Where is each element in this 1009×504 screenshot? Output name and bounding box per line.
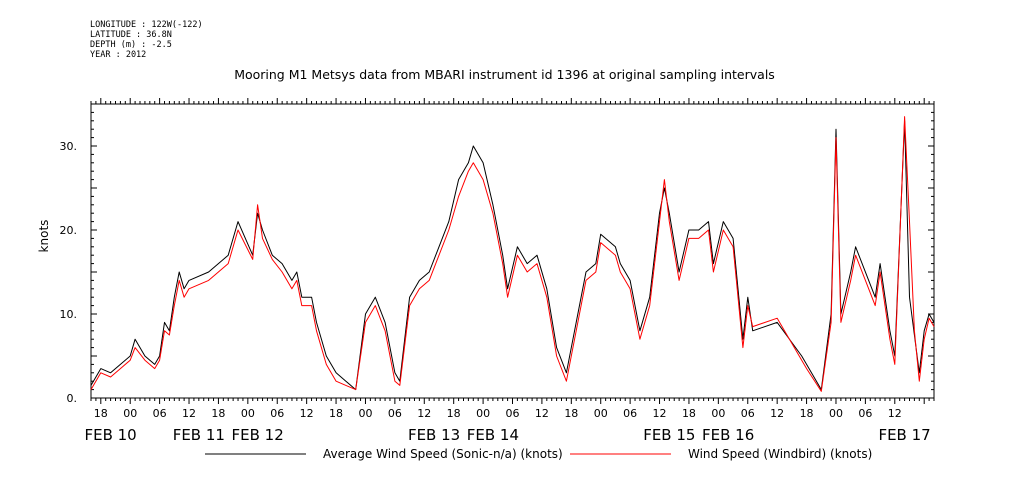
y-axis-label: knots bbox=[37, 220, 51, 253]
y-tick-label: 30. bbox=[60, 140, 78, 153]
x-hour-label: 18 bbox=[800, 407, 814, 420]
x-hour-label: 00 bbox=[711, 407, 725, 420]
x-hour-label: 12 bbox=[535, 407, 549, 420]
year-label: YEAR : 2012 bbox=[90, 50, 147, 60]
x-hour-label: 12 bbox=[888, 407, 902, 420]
x-hour-label: 00 bbox=[241, 407, 255, 420]
x-hour-label: 06 bbox=[623, 407, 637, 420]
x-hour-label: 18 bbox=[94, 407, 108, 420]
chart-title: Mooring M1 Metsys data from MBARI instru… bbox=[234, 67, 775, 82]
y-tick-label: 0. bbox=[67, 392, 78, 405]
x-date-label: FEB 16 bbox=[702, 426, 754, 444]
x-hour-label: 06 bbox=[506, 407, 520, 420]
series-line-windbird-wind-speed bbox=[90, 116, 935, 392]
x-hour-label: 12 bbox=[770, 407, 784, 420]
metadata-block: LONGITUDE : 122W(-122) LATITUDE : 36.8N … bbox=[90, 20, 203, 60]
x-date-label: FEB 11 bbox=[173, 426, 225, 444]
x-date-label: FEB 15 bbox=[643, 426, 695, 444]
depth-label: DEPTH (m) : -2.5 bbox=[90, 40, 172, 50]
x-hour-label: 18 bbox=[682, 407, 696, 420]
plot-frame bbox=[90, 103, 935, 399]
x-hour-label: 00 bbox=[123, 407, 137, 420]
legend-label-average-wind-speed: Average Wind Speed (Sonic-n/a) (knots) bbox=[323, 447, 563, 461]
x-hour-label: 06 bbox=[741, 407, 755, 420]
x-date-label: FEB 14 bbox=[467, 426, 519, 444]
y-tick-label: 20. bbox=[60, 224, 78, 237]
x-hour-label: 06 bbox=[270, 407, 284, 420]
x-hour-label: 18 bbox=[564, 407, 578, 420]
x-hour-label: 18 bbox=[447, 407, 461, 420]
x-hour-label: 00 bbox=[476, 407, 490, 420]
x-hour-label: 12 bbox=[653, 407, 667, 420]
x-date-label: FEB 12 bbox=[232, 426, 284, 444]
x-hour-label: 06 bbox=[153, 407, 167, 420]
x-hour-label: 18 bbox=[329, 407, 343, 420]
series-line-average-wind-speed bbox=[90, 120, 935, 391]
x-hour-label: 12 bbox=[417, 407, 431, 420]
x-hour-label: 00 bbox=[358, 407, 372, 420]
x-date-label: FEB 17 bbox=[878, 426, 930, 444]
longitude-label: LONGITUDE : 122W(-122) bbox=[90, 20, 203, 30]
x-hour-label: 18 bbox=[211, 407, 225, 420]
x-hour-label: 06 bbox=[388, 407, 402, 420]
x-hour-label: 00 bbox=[594, 407, 608, 420]
x-hour-label: 12 bbox=[300, 407, 314, 420]
x-hour-label: 00 bbox=[829, 407, 843, 420]
y-tick-label: 10. bbox=[60, 308, 78, 321]
x-date-label: FEB 13 bbox=[408, 426, 460, 444]
x-hour-label: 06 bbox=[858, 407, 872, 420]
x-date-label: FEB 10 bbox=[84, 426, 136, 444]
legend-label-windbird-wind-speed: Wind Speed (Windbird) (knots) bbox=[688, 447, 872, 461]
x-hour-label: 12 bbox=[182, 407, 196, 420]
latitude-label: LATITUDE : 36.8N bbox=[90, 30, 172, 40]
